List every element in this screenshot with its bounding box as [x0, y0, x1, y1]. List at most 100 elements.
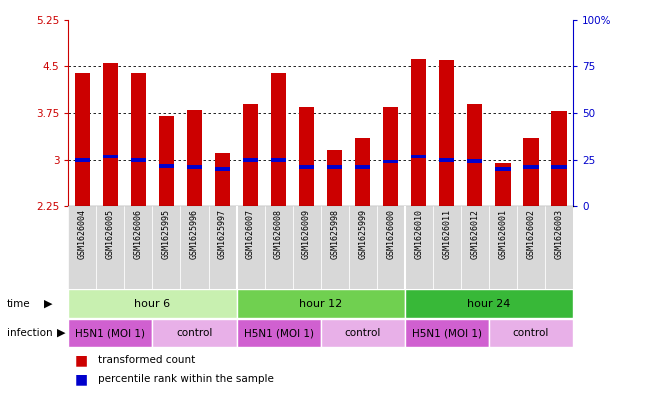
Bar	[523, 165, 538, 169]
Bar	[271, 158, 286, 162]
Bar	[292, 206, 320, 289]
Bar	[243, 158, 258, 162]
Text: control: control	[344, 328, 381, 338]
Text: GSM1626006: GSM1626006	[134, 209, 143, 259]
Bar	[124, 20, 152, 206]
Text: H5N1 (MOI 1): H5N1 (MOI 1)	[76, 328, 145, 338]
Bar	[489, 319, 573, 347]
Bar	[75, 158, 90, 162]
Bar	[152, 20, 180, 206]
Bar	[236, 206, 264, 289]
Bar	[131, 158, 146, 162]
Text: GSM1626005: GSM1626005	[106, 209, 115, 259]
Bar	[236, 20, 264, 206]
Text: time: time	[7, 299, 30, 309]
Text: GSM1625998: GSM1625998	[330, 209, 339, 259]
Bar	[215, 153, 230, 206]
Bar	[180, 206, 208, 289]
Text: GSM1626009: GSM1626009	[302, 209, 311, 259]
Text: GSM1626002: GSM1626002	[527, 209, 535, 259]
Bar	[377, 206, 405, 289]
Bar	[327, 150, 342, 206]
Bar	[68, 20, 96, 206]
Bar	[377, 20, 405, 206]
Bar	[236, 289, 405, 318]
Bar	[264, 20, 292, 206]
Text: percentile rank within the sample: percentile rank within the sample	[98, 375, 273, 384]
Bar	[517, 206, 545, 289]
Bar	[411, 155, 426, 158]
Text: GSM1626007: GSM1626007	[246, 209, 255, 259]
Bar	[523, 138, 538, 206]
Text: H5N1 (MOI 1): H5N1 (MOI 1)	[243, 328, 314, 338]
Bar	[551, 165, 566, 169]
Bar	[517, 20, 545, 206]
Bar	[320, 319, 405, 347]
Bar	[355, 138, 370, 206]
Bar	[68, 289, 236, 318]
Bar	[349, 20, 377, 206]
Bar	[96, 206, 124, 289]
Bar	[236, 319, 320, 347]
Bar	[489, 20, 517, 206]
Bar	[383, 160, 398, 163]
Bar	[124, 206, 152, 289]
Bar	[208, 20, 236, 206]
Bar	[152, 319, 236, 347]
Bar	[405, 319, 489, 347]
Text: transformed count: transformed count	[98, 355, 195, 365]
Bar	[545, 206, 573, 289]
Bar	[439, 60, 454, 206]
Bar	[264, 206, 292, 289]
Bar	[159, 164, 174, 168]
Bar	[433, 20, 461, 206]
Bar	[320, 206, 349, 289]
Bar	[75, 73, 90, 206]
Bar	[383, 107, 398, 206]
Bar	[159, 116, 174, 206]
Text: control: control	[176, 328, 213, 338]
Bar	[152, 206, 180, 289]
Bar	[208, 206, 236, 289]
Bar	[405, 289, 573, 318]
Text: GSM1625997: GSM1625997	[218, 209, 227, 259]
Text: GSM1626000: GSM1626000	[386, 209, 395, 259]
Bar	[292, 20, 320, 206]
Text: GSM1626003: GSM1626003	[555, 209, 563, 259]
Bar	[215, 167, 230, 171]
Bar	[271, 73, 286, 206]
Bar	[551, 111, 566, 206]
Bar	[103, 155, 118, 158]
Bar	[461, 20, 489, 206]
Text: GSM1626011: GSM1626011	[442, 209, 451, 259]
Bar	[495, 163, 510, 206]
Bar	[243, 104, 258, 206]
Text: GSM1625999: GSM1625999	[358, 209, 367, 259]
Text: GSM1626004: GSM1626004	[78, 209, 87, 259]
Text: GSM1626001: GSM1626001	[498, 209, 507, 259]
Text: ▶: ▶	[44, 299, 52, 309]
Text: control: control	[512, 328, 549, 338]
Bar	[299, 107, 314, 206]
Text: ▶: ▶	[57, 328, 65, 338]
Bar	[405, 206, 433, 289]
Bar	[299, 165, 314, 169]
Bar	[187, 165, 202, 169]
Text: hour 12: hour 12	[299, 299, 342, 309]
Text: ■: ■	[75, 353, 88, 367]
Bar	[489, 206, 517, 289]
Bar	[180, 20, 208, 206]
Text: GSM1626012: GSM1626012	[470, 209, 479, 259]
Text: hour 24: hour 24	[467, 299, 510, 309]
Bar	[68, 319, 152, 347]
Bar	[467, 104, 482, 206]
Text: GSM1625995: GSM1625995	[162, 209, 171, 259]
Bar	[131, 73, 146, 206]
Text: ■: ■	[75, 373, 88, 386]
Bar	[187, 110, 202, 206]
Bar	[439, 158, 454, 162]
Bar	[467, 159, 482, 163]
Bar	[327, 165, 342, 169]
Text: H5N1 (MOI 1): H5N1 (MOI 1)	[411, 328, 482, 338]
Bar	[495, 167, 510, 171]
